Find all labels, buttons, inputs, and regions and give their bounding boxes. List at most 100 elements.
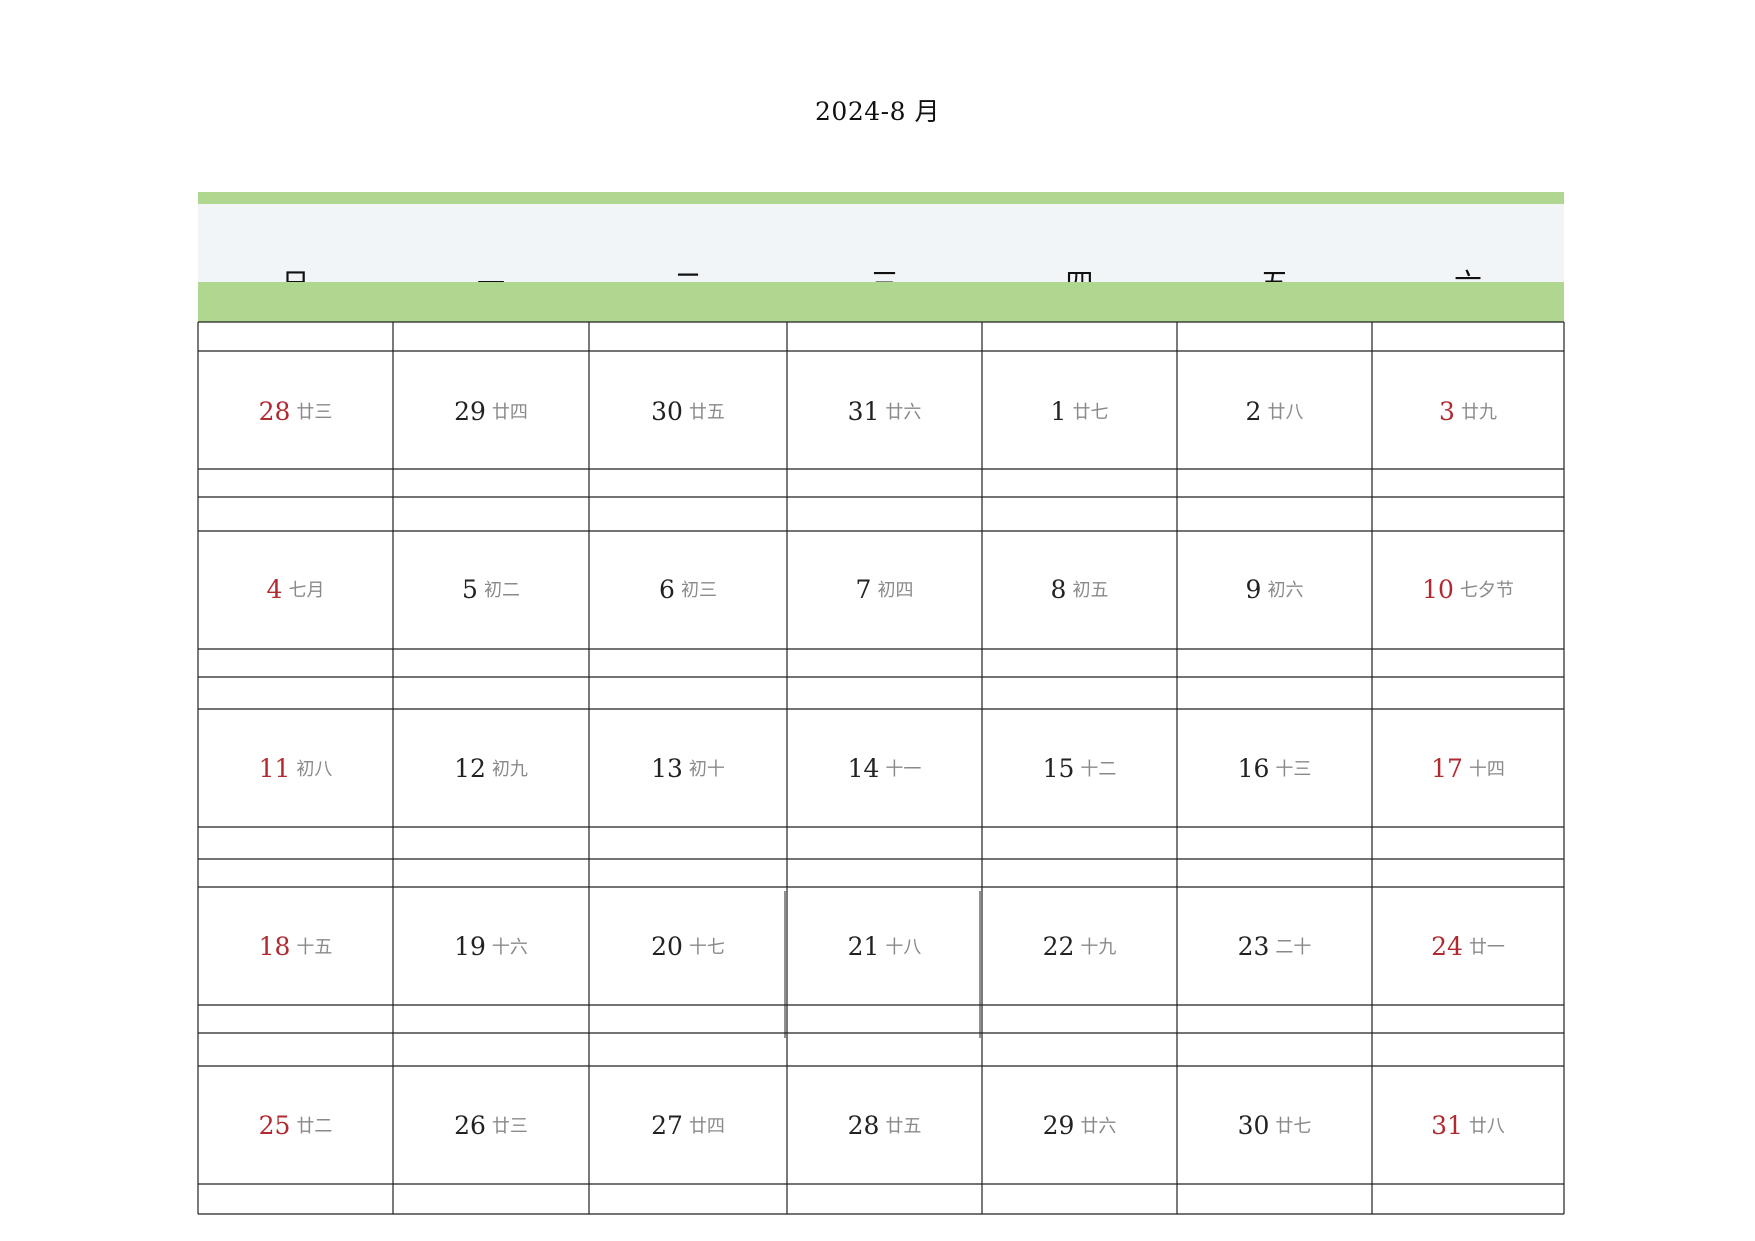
day-number: 15	[1042, 753, 1075, 783]
lunar-date: 十四	[1468, 759, 1505, 780]
header-bottom-stripe	[198, 282, 1564, 322]
day-cell[interactable]: 31 廿八	[1372, 1066, 1564, 1184]
day-number: 25	[258, 1110, 291, 1140]
lunar-date: 十二	[1080, 759, 1117, 780]
day-number: 28	[847, 1110, 880, 1140]
day-cell[interactable]: 2 廿八	[1177, 352, 1372, 470]
lunar-date: 廿五	[885, 1116, 922, 1137]
day-number: 29	[1042, 1110, 1075, 1140]
day-cell[interactable]: 8 初五	[982, 530, 1177, 648]
day-cell[interactable]: 10 七夕节	[1372, 530, 1564, 648]
day-number: 27	[651, 1110, 683, 1140]
lunar-date: 廿一	[1468, 937, 1505, 958]
day-cell[interactable]: 15 十二	[982, 709, 1177, 827]
day-cell[interactable]: 25 廿二	[198, 1066, 393, 1184]
day-number: 10	[1422, 574, 1454, 604]
day-number: 13	[651, 753, 683, 783]
day-number: 29	[454, 396, 486, 426]
lunar-date: 廿七	[1072, 402, 1109, 423]
lunar-date: 初十	[688, 759, 725, 780]
day-number: 2	[1245, 396, 1262, 426]
day-cell[interactable]: 23 二十	[1177, 887, 1372, 1005]
day-cell[interactable]: 22 十九	[982, 887, 1177, 1005]
day-cell[interactable]: 24 廿一	[1372, 887, 1564, 1005]
lunar-date: 十六	[491, 937, 528, 958]
lunar-date: 初五	[1072, 580, 1109, 601]
day-number: 5	[462, 574, 478, 604]
day-cell[interactable]: 30 廿七	[1177, 1066, 1372, 1184]
weekday-label: 五	[1250, 262, 1300, 282]
day-cell[interactable]: 28 廿五	[787, 1066, 982, 1184]
day-number: 3	[1439, 396, 1455, 426]
day-cell[interactable]: 5 初二	[393, 530, 589, 648]
lunar-date: 十八	[885, 937, 922, 958]
day-number: 17	[1431, 753, 1463, 783]
lunar-date: 廿七	[1275, 1116, 1312, 1137]
day-cell[interactable]: 21 十八	[787, 887, 982, 1005]
lunar-date: 廿六	[885, 402, 922, 423]
day-number: 19	[454, 931, 486, 961]
day-cell[interactable]: 13 初十	[589, 709, 787, 827]
day-cell[interactable]: 20 十七	[589, 887, 787, 1005]
lunar-date: 十七	[688, 937, 725, 958]
day-number: 16	[1237, 753, 1270, 783]
lunar-date: 初二	[483, 580, 520, 601]
lunar-date: 初八	[296, 759, 333, 780]
day-cell[interactable]: 18 十五	[198, 887, 393, 1005]
lunar-date: 廿四	[491, 402, 528, 423]
day-cell[interactable]: 31 廿六	[787, 352, 982, 470]
calendar-title: 2024-8 月	[815, 97, 940, 126]
lunar-date: 廿三	[296, 402, 333, 423]
weekday-label: 六	[1443, 262, 1493, 282]
weekday-label: 四	[1055, 262, 1105, 282]
day-cell[interactable]: 14 十一	[787, 709, 982, 827]
weekday-label: 二	[663, 262, 713, 282]
day-cell[interactable]: 9 初六	[1177, 530, 1372, 648]
day-cell[interactable]: 1 廿七	[982, 352, 1177, 470]
day-number: 1	[1050, 396, 1067, 426]
day-number: 31	[847, 396, 880, 426]
lunar-date: 初三	[680, 580, 717, 601]
day-number: 23	[1237, 931, 1270, 961]
day-number: 4	[266, 574, 283, 604]
day-number: 30	[651, 396, 683, 426]
day-cell[interactable]: 12 初九	[393, 709, 589, 827]
day-number: 14	[847, 753, 880, 783]
day-number: 22	[1042, 931, 1075, 961]
weekday-label: 三	[860, 262, 910, 282]
day-number: 7	[855, 574, 872, 604]
lunar-date: 廿八	[1267, 402, 1304, 423]
lunar-date: 廿二	[296, 1116, 333, 1137]
day-number: 28	[258, 396, 291, 426]
day-cell[interactable]: 17 十四	[1372, 709, 1564, 827]
day-cell[interactable]: 16 十三	[1177, 709, 1372, 827]
day-number: 21	[847, 931, 880, 961]
lunar-date: 初四	[877, 580, 914, 601]
lunar-date: 廿四	[688, 1116, 725, 1137]
weekday-header: 日一二三四五六	[198, 204, 1564, 282]
lunar-date: 廿九	[1460, 402, 1497, 423]
day-cell[interactable]: 19 十六	[393, 887, 589, 1005]
day-cell[interactable]: 27 廿四	[589, 1066, 787, 1184]
day-cell[interactable]: 28 廿三	[198, 352, 393, 470]
day-number: 31	[1431, 1110, 1463, 1140]
day-cell[interactable]: 4 七月	[198, 530, 393, 648]
header-top-stripe	[198, 192, 1564, 204]
day-cell[interactable]: 26 廿三	[393, 1066, 589, 1184]
lunar-date: 十一	[885, 759, 922, 780]
lunar-date: 初九	[491, 759, 528, 780]
day-number: 11	[258, 753, 291, 783]
weekday-label: 一	[466, 262, 516, 282]
lunar-date: 十三	[1275, 759, 1312, 780]
day-cell[interactable]: 29 廿四	[393, 352, 589, 470]
day-cell[interactable]: 6 初三	[589, 530, 787, 648]
lunar-date: 初六	[1267, 580, 1304, 601]
day-cell[interactable]: 7 初四	[787, 530, 982, 648]
day-number: 8	[1050, 574, 1067, 604]
day-cell[interactable]: 30 廿五	[589, 352, 787, 470]
lunar-date: 廿三	[491, 1116, 528, 1137]
day-number: 24	[1431, 931, 1463, 961]
day-cell[interactable]: 11 初八	[198, 709, 393, 827]
day-cell[interactable]: 29 廿六	[982, 1066, 1177, 1184]
day-cell[interactable]: 3 廿九	[1372, 352, 1564, 470]
